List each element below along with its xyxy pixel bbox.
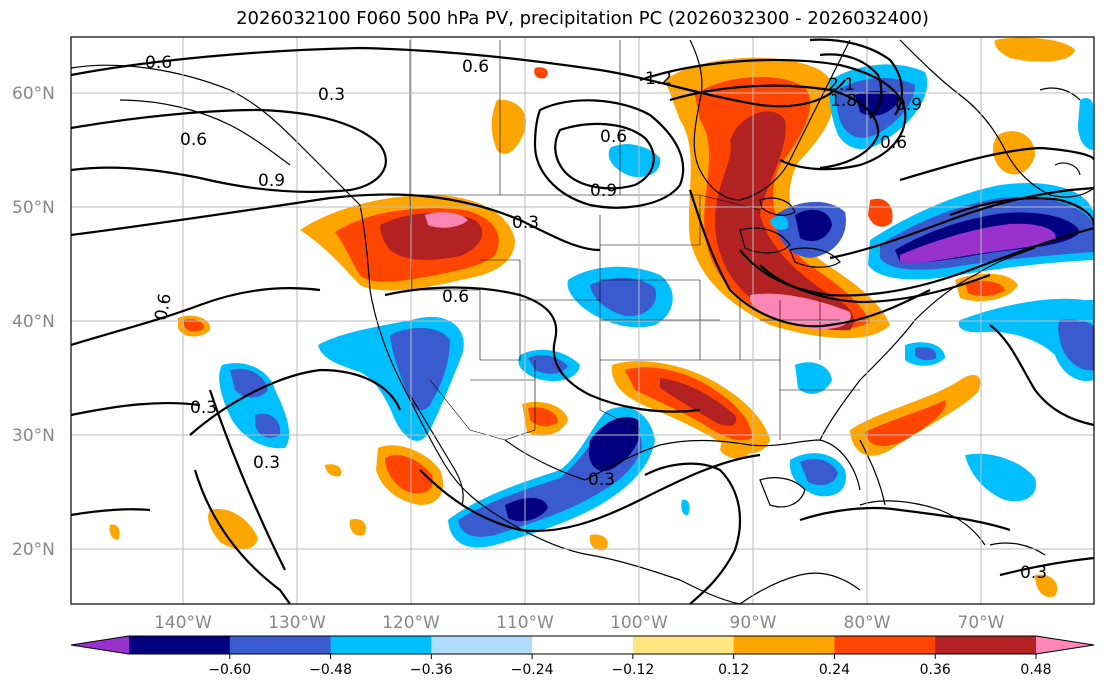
latitude-labels: 60°N 50°N 40°N 30°N 20°N	[12, 84, 55, 560]
longitude-labels: 140°W 130°W 120°W 110°W 100°W 90°W 80°W …	[154, 613, 1005, 633]
contour-label: 0.6	[880, 133, 907, 153]
contour-label: 1.8	[830, 91, 857, 111]
lon-label: 140°W	[154, 613, 212, 633]
colorbar-swatch	[532, 636, 634, 654]
colorbar: −0.60 −0.48 −0.36 −0.24 −0.12 0.12 0.24 0.36 0.4…	[70, 635, 1095, 678]
lon-label: 110°W	[496, 613, 554, 633]
colorbar-tick-label: 0.36	[920, 662, 951, 678]
map-title: 2026032100 F060 500 hPa PV, precipitatio…	[236, 8, 929, 29]
map-content: 0.6 0.3 0.6 0.9 0.6 1.2 0.6 0.9 0.3 2.1 …	[71, 37, 1094, 604]
contour-label: 0.3	[190, 398, 217, 418]
pv-contour-06-north	[71, 46, 846, 108]
political-borders	[360, 40, 860, 441]
colorbar-tick-label: 0.48	[1020, 662, 1051, 678]
graticule	[71, 37, 1094, 604]
contour-label: 0.3	[318, 85, 345, 105]
map-frame	[70, 36, 1095, 605]
contour-label: 0.6	[151, 292, 175, 322]
coastlines	[71, 39, 1094, 604]
contour-label: 0.6	[145, 53, 172, 73]
contour-label: 0.3	[1020, 563, 1047, 583]
contour-label: 0.6	[600, 127, 627, 147]
lat-label: 50°N	[12, 198, 55, 218]
colorbar-tick-label: −0.36	[410, 662, 453, 678]
lon-label: 130°W	[268, 613, 326, 633]
colorbar-swatch	[229, 636, 332, 654]
lon-label: 80°W	[844, 613, 891, 633]
contour-label: 1.2	[645, 69, 672, 89]
precip-negative-shading	[219, 64, 1094, 548]
contour-label: 0.9	[895, 95, 922, 115]
contour-label: 0.9	[590, 181, 617, 201]
precip-positive-shading	[109, 37, 1075, 598]
lat-label: 20°N	[12, 540, 55, 560]
contour-label: 0.6	[442, 287, 469, 307]
contour-label: 0.6	[462, 57, 489, 77]
colorbar-tick-label: 0.12	[718, 662, 749, 678]
contour-label: 0.9	[258, 171, 285, 191]
contour-label: 0.3	[253, 453, 280, 473]
lat-label: 40°N	[12, 312, 55, 332]
colorbar-outline	[70, 635, 1095, 655]
colorbar-swatch	[330, 636, 432, 654]
colorbar-swatch	[935, 636, 1037, 654]
contour-label: 2.1	[828, 75, 855, 95]
lon-label: 100°W	[610, 613, 668, 633]
colorbar-swatch	[632, 636, 735, 654]
colorbar-tick-label: −0.12	[611, 662, 654, 678]
colorbar-extend-min	[71, 636, 129, 654]
colorbar-swatch	[431, 636, 533, 654]
lat-label: 60°N	[12, 84, 55, 104]
contour-labels: 0.6 0.3 0.6 0.9 0.6 1.2 0.6 0.9 0.3 2.1 …	[145, 53, 1047, 583]
lat-label: 30°N	[12, 426, 55, 446]
colorbar-swatch	[129, 636, 231, 654]
colorbar-tick-label: 0.24	[819, 662, 850, 678]
colorbar-tick-label: −0.60	[208, 662, 251, 678]
contour-label: 0.3	[512, 213, 539, 233]
pv-contours	[71, 38, 1094, 604]
colorbar-swatch	[834, 636, 936, 654]
colorbar-tick-label: −0.48	[309, 662, 352, 678]
lon-label: 90°W	[730, 613, 777, 633]
contour-label: 0.3	[588, 470, 615, 490]
lon-label: 70°W	[958, 613, 1005, 633]
colorbar-swatch	[733, 636, 835, 654]
contour-label: 0.6	[180, 130, 207, 150]
colorbar-tick-label: −0.24	[511, 662, 554, 678]
colorbar-extend-max	[1036, 636, 1094, 654]
lon-label: 120°W	[382, 613, 440, 633]
